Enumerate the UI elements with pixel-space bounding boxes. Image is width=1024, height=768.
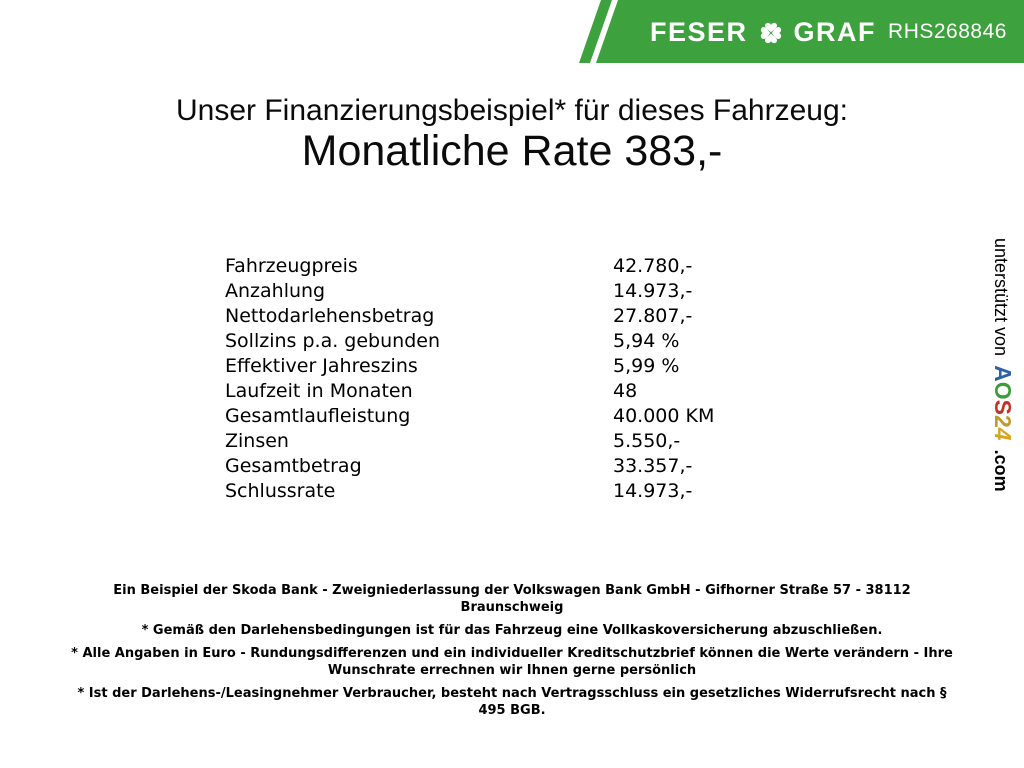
aos24-letter: 2 [990,414,1016,428]
clover-icon [760,22,781,44]
supported-by-prefix: unterstützt von [991,238,1011,357]
aos24-logo: AOS24 [990,365,1016,440]
table-row: Fahrzeugpreis 42.780,- [225,254,714,279]
brand-word-feser: FESER [650,17,748,47]
aos24-letter: S [990,399,1016,415]
row-label: Schlussrate [225,480,336,502]
aos24-letter: A [990,365,1016,382]
row-value: 5.550,- [613,430,681,452]
disclaimer-insurance: * Gemäß den Darlehensbedingungen ist für… [141,623,883,638]
supported-by-suffix: .com [991,449,1011,492]
vehicle-ref-code: RHS268846 [888,20,1007,43]
table-row: Laufzeit in Monaten 48 [225,379,714,404]
row-value: 48 [613,380,638,402]
brand-word-graf: GRAF [793,17,877,47]
row-label: Nettodarlehensbetrag [225,305,435,327]
row-label: Zinsen [225,430,289,452]
feser-graf-logo: FESER GRAF RHS268846 [650,0,1007,64]
table-row: Nettodarlehensbetrag 27.807,- [225,304,714,329]
table-row: Zinsen 5.550,- [225,429,714,454]
table-row: Schlussrate 14.973,- [225,479,714,504]
row-label: Gesamtbetrag [225,455,362,477]
table-row: Gesamtbetrag 33.357,- [225,454,714,479]
row-value: 40.000 KM [613,405,715,427]
disclaimer-withdrawal: * Ist der Darlehens-/Leasingnehmer Verbr… [77,686,947,718]
table-row: Sollzins p.a. gebunden 5,94 % [225,329,714,354]
page-title: Unser Finanzierungsbeispiel* für dieses … [175,94,848,127]
row-label: Sollzins p.a. gebunden [225,330,440,352]
supported-by-text: unterstützt von AOS24 .com [986,238,1018,492]
row-label: Fahrzeugpreis [225,255,358,277]
row-value: 14.973,- [613,480,693,502]
aos24-letter: 4 [990,427,1016,441]
row-value: 5,94 % [613,330,680,352]
row-value: 14.973,- [613,280,693,302]
table-row: Gesamtlaufleistung 40.000 KM [225,404,714,429]
row-label: Effektiver Jahreszins [225,355,418,377]
row-label: Anzahlung [225,280,326,302]
row-label: Laufzeit in Monaten [225,380,413,402]
footer-disclaimer: Ein Beispiel der Skoda Bank - Zweigniede… [0,582,1024,725]
disclaimer-bank: Ein Beispiel der Skoda Bank - Zweigniede… [113,583,911,615]
finance-table: Fahrzeugpreis 42.780,- Anzahlung 14.973,… [225,254,714,504]
row-value: 42.780,- [613,255,693,277]
table-row: Anzahlung 14.973,- [225,279,714,304]
table-row: Effektiver Jahreszins 5,99 % [225,354,714,379]
row-value: 27.807,- [613,305,693,327]
row-label: Gesamtlaufleistung [225,405,411,427]
aos24-letter: O [990,381,1016,400]
row-value: 5,99 % [613,355,680,377]
supported-by: unterstützt von AOS24 .com [988,238,1020,538]
header-ribbon [596,0,1024,63]
monthly-rate-title: Monatliche Rate 383,- [301,127,723,175]
row-value: 33.357,- [613,455,693,477]
disclaimer-euro: * Alle Angaben in Euro - Rundungsdiffere… [71,646,953,678]
